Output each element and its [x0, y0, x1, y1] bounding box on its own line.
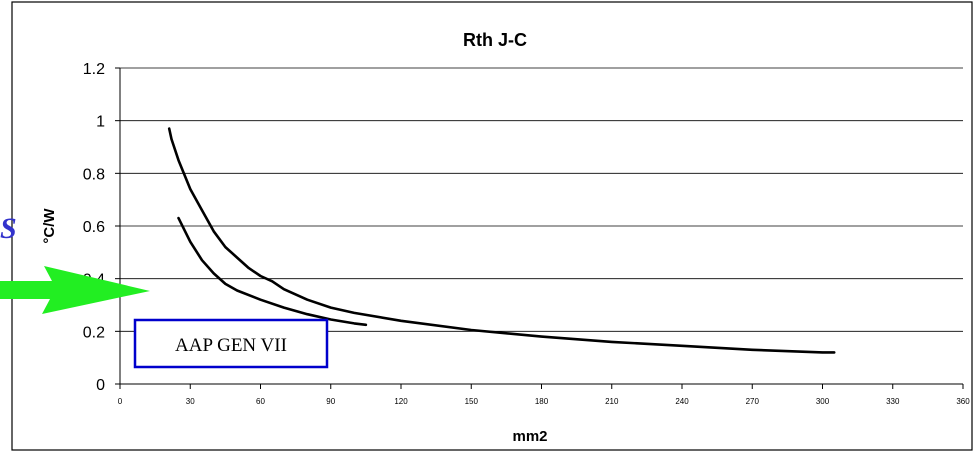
- x-tick-label: 300: [816, 397, 830, 406]
- x-tick-label: 30: [186, 397, 195, 406]
- y-tick-label: 0.2: [83, 324, 105, 341]
- x-tick-label: 180: [535, 397, 549, 406]
- edge-glyph: S: [0, 212, 17, 245]
- x-tick-label: 210: [605, 397, 619, 406]
- x-tick-label: 60: [256, 397, 265, 406]
- x-tick-label: 270: [746, 397, 760, 406]
- x-tick-label: 0: [118, 397, 123, 406]
- annotation-border: [133, 318, 329, 369]
- x-axis-ticks: 0 30 60 90 120 150 180 210 240 270 300 330 360: [118, 384, 970, 406]
- y-tick-label: 0.6: [83, 219, 105, 236]
- y-axis-label: °C/W: [41, 208, 58, 244]
- x-tick-label: 150: [465, 397, 479, 406]
- y-tick-label: 0.8: [83, 166, 105, 183]
- annotation-box: AAP GEN VII: [133, 318, 329, 369]
- series-line-1: [167, 127, 836, 354]
- x-tick-label: 120: [394, 397, 408, 406]
- x-tick-label: 240: [675, 397, 689, 406]
- arrow-icon: [0, 266, 150, 314]
- x-tick-label: 330: [886, 397, 900, 406]
- y-tick-label: 1: [96, 114, 105, 131]
- chart-title: Rth J-C: [463, 30, 527, 50]
- x-axis-label: mm2: [512, 428, 547, 445]
- series: [167, 127, 836, 354]
- y-tick-label: 0: [96, 377, 105, 394]
- x-tick-label: 360: [956, 397, 970, 406]
- series-line-2: [177, 216, 368, 327]
- y-tick-label: 1.2: [83, 61, 105, 78]
- annotation-label: AAP GEN VII: [175, 335, 287, 356]
- x-tick-label: 90: [326, 397, 335, 406]
